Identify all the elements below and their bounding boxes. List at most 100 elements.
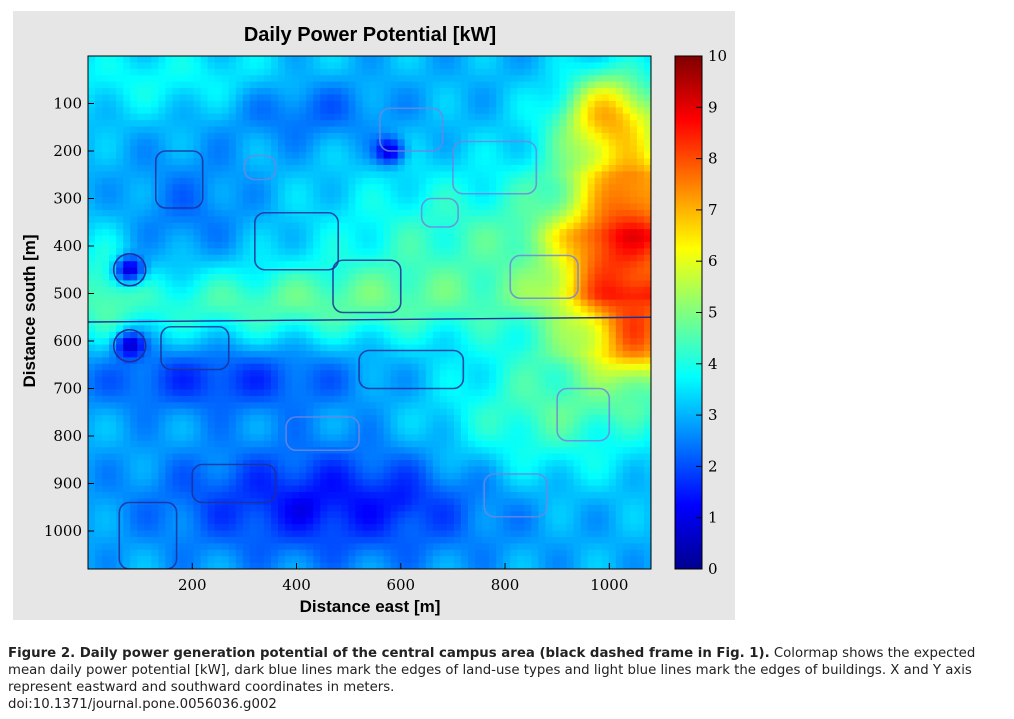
heatmap-cell xyxy=(263,177,272,185)
heatmap-cell xyxy=(446,536,455,544)
heatmap-cell xyxy=(256,254,265,262)
heatmap-cell xyxy=(214,517,223,525)
heatmap-cell xyxy=(496,120,504,128)
heatmap-cell xyxy=(306,248,314,256)
heatmap-cell xyxy=(489,338,497,346)
heatmap-cell xyxy=(496,306,504,313)
heatmap-cell xyxy=(123,107,131,115)
heatmap-cell xyxy=(453,88,462,95)
heatmap-cell xyxy=(524,248,532,256)
heatmap-cell xyxy=(510,440,518,448)
heatmap-cell xyxy=(376,549,385,557)
heatmap-cell xyxy=(383,177,392,185)
heatmap-cell xyxy=(418,344,427,352)
heatmap-cell xyxy=(172,338,180,346)
heatmap-cell xyxy=(390,434,399,442)
heatmap-cell xyxy=(214,62,223,70)
heatmap-cell xyxy=(186,120,195,128)
heatmap-cell xyxy=(397,472,406,480)
heatmap-cell xyxy=(95,556,103,564)
heatmap-cell xyxy=(256,408,265,416)
heatmap-cell xyxy=(355,171,363,179)
heatmap-cell xyxy=(102,209,110,217)
heatmap-cell xyxy=(383,536,392,544)
heatmap-cell xyxy=(489,427,497,435)
heatmap-cell xyxy=(376,344,385,352)
heatmap-cell xyxy=(95,177,103,185)
heatmap-cell xyxy=(179,177,188,185)
heatmap-cell xyxy=(418,132,427,140)
heatmap-cell xyxy=(503,145,511,153)
heatmap-cell xyxy=(404,376,413,384)
heatmap-cell xyxy=(151,472,159,480)
heatmap-cell xyxy=(383,126,392,134)
heatmap-cell xyxy=(496,383,504,390)
heatmap-cell xyxy=(256,94,265,102)
heatmap-cell xyxy=(348,190,356,198)
heatmap-cell xyxy=(390,203,399,211)
heatmap-cell xyxy=(376,100,385,108)
heatmap-cell xyxy=(186,350,195,358)
heatmap-cell xyxy=(418,56,427,63)
heatmap-cell xyxy=(165,325,173,333)
heatmap-cell xyxy=(130,421,138,429)
heatmap-cell xyxy=(130,274,138,281)
heatmap-cell xyxy=(137,56,145,63)
heatmap-cell xyxy=(109,479,117,487)
heatmap-cell xyxy=(137,229,145,237)
heatmap-cell xyxy=(460,344,469,352)
heatmap-cell xyxy=(130,524,138,532)
heatmap-cell xyxy=(334,171,342,179)
heatmap-cell xyxy=(453,408,462,416)
heatmap-cell xyxy=(404,389,413,397)
heatmap-cell xyxy=(102,100,110,108)
heatmap-cell xyxy=(411,75,420,83)
heatmap-cell xyxy=(468,203,476,211)
heatmap-cell xyxy=(313,158,321,166)
heatmap-cell xyxy=(179,350,188,358)
heatmap-cell xyxy=(496,338,504,346)
heatmap-cell xyxy=(482,171,490,179)
heatmap-cell xyxy=(200,318,209,326)
heatmap-cell xyxy=(292,536,300,544)
heatmap-cell xyxy=(369,453,378,461)
heatmap-cell xyxy=(95,511,103,519)
heatmap-cell xyxy=(221,216,230,224)
heatmap-cell xyxy=(397,68,406,76)
heatmap-cell xyxy=(489,415,497,423)
heatmap-cell xyxy=(306,81,314,89)
heatmap-cell xyxy=(327,306,335,313)
heatmap-cell xyxy=(151,222,159,230)
heatmap-cell xyxy=(468,274,476,281)
heatmap-cell xyxy=(482,453,490,461)
heatmap-cell xyxy=(116,267,124,275)
heatmap-cell xyxy=(270,293,279,301)
heatmap-cell xyxy=(278,126,286,134)
heatmap-cell xyxy=(242,152,251,160)
heatmap-cell xyxy=(88,331,96,339)
heatmap-cell xyxy=(123,434,131,442)
heatmap-cell xyxy=(256,177,265,185)
heatmap-cell xyxy=(109,350,117,358)
heatmap-cell xyxy=(362,530,370,538)
heatmap-cell xyxy=(439,241,448,249)
heatmap-cell xyxy=(270,530,279,538)
heatmap-cell xyxy=(102,524,110,532)
heatmap-cell xyxy=(306,312,314,320)
heatmap-cell xyxy=(482,158,490,166)
heatmap-cell xyxy=(151,62,159,70)
heatmap-cell xyxy=(432,286,441,294)
heatmap-cell xyxy=(503,331,511,339)
heatmap-cell xyxy=(320,222,328,230)
heatmap-cell xyxy=(221,132,230,140)
heatmap-cell xyxy=(299,88,307,95)
heatmap-cell xyxy=(158,190,166,198)
heatmap-cell xyxy=(116,402,124,410)
heatmap-cell xyxy=(95,120,103,128)
heatmap-cell xyxy=(123,344,131,352)
heatmap-cell xyxy=(355,350,363,358)
heatmap-cell xyxy=(158,280,166,288)
heatmap-cell xyxy=(446,306,455,313)
heatmap-cell xyxy=(313,344,321,352)
heatmap-cell xyxy=(172,107,180,115)
